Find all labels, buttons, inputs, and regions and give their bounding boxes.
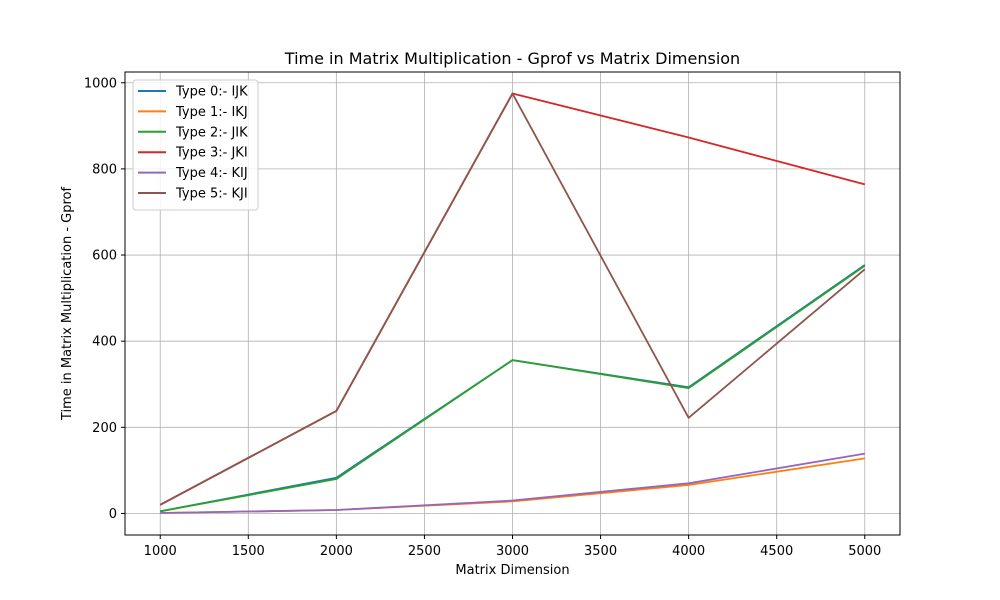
- x-axis-title: Matrix Dimension: [455, 563, 569, 578]
- y-tick-label: 0: [109, 507, 117, 522]
- grid-lines: [125, 72, 900, 535]
- y-tick-label: 1000: [84, 76, 117, 91]
- legend-label: Type 1:- IKJ: [175, 105, 248, 120]
- series-line-type-5: [159, 92, 866, 506]
- legend-label: Type 2:- JIK: [175, 125, 248, 140]
- series-line-type-4: [160, 452, 865, 514]
- series-lines: [159, 92, 866, 514]
- legend-label: Type 5:- KJI: [175, 187, 248, 202]
- x-tick-label: 3500: [584, 544, 617, 559]
- x-tick-label: 2000: [320, 544, 353, 559]
- legend: Type 0:- IJK Type 1:- IKJ Type 2:- JIK Type…: [132, 79, 259, 211]
- y-axis-title: Time in Matrix Multiplication - Gprof: [60, 187, 75, 422]
- x-tick-label: 1500: [232, 544, 265, 559]
- y-tick-label: 800: [92, 162, 117, 177]
- x-tick-label: 2500: [408, 544, 441, 559]
- x-tick-label: 1000: [144, 544, 177, 559]
- legend-label: Type 3:- JKI: [175, 146, 248, 161]
- legend-box: [132, 79, 259, 211]
- series-line-type-2: [160, 265, 866, 513]
- axis-ticks: 1000 1500 2000 2500 3000 3500 4000 4500 5000 0 200…: [84, 76, 881, 559]
- legend-label: Type 0:- IJK: [175, 85, 248, 100]
- y-tick-label: 400: [92, 335, 117, 350]
- y-tick-label: 600: [92, 249, 117, 264]
- x-tick-label: 5000: [848, 544, 881, 559]
- chart-title: Time in Matrix Multiplication - Gprof vs…: [284, 49, 740, 68]
- y-tick-label: 200: [92, 421, 117, 436]
- x-tick-label: 4000: [672, 544, 705, 559]
- x-tick-label: 4500: [760, 544, 793, 559]
- legend-label: Type 4:- KIJ: [175, 166, 248, 181]
- x-tick-label: 3000: [496, 544, 529, 559]
